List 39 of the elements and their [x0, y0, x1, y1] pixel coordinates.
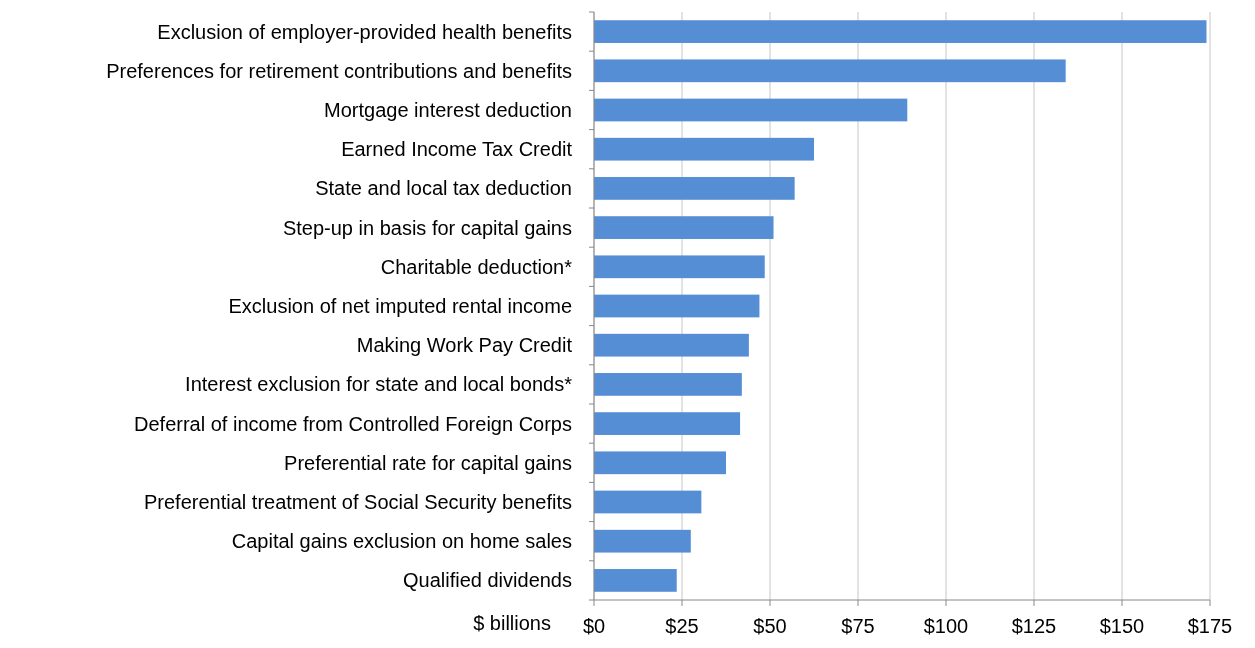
x-tick-label: $50 — [753, 615, 787, 637]
y-tick-label: Charitable deduction* — [380, 255, 573, 278]
bar — [594, 412, 741, 435]
y-tick-label: Interest exclusion for state and local bonds* — [185, 373, 573, 396]
y-tick-label: Preferential treatment of Social Security benefits — [144, 491, 572, 513]
y-tick-label: Earned Income Tax Credit — [341, 138, 573, 161]
bar — [594, 333, 749, 357]
bar — [594, 294, 760, 318]
y-tick-label: Mortgage interest deduction — [324, 99, 572, 121]
y-tick-label: Making Work Pay Credit — [356, 334, 573, 357]
y-tick-label: Exclusion of net imputed rental income — [228, 295, 572, 317]
bar — [594, 216, 774, 239]
x-tick-label: $75 — [841, 615, 875, 637]
x-tick-label: $100 — [923, 615, 969, 637]
bar — [594, 451, 726, 475]
y-tick-label: Deferral of income from Controlled Foreign Corps — [134, 412, 572, 435]
x-tick-label: $150 — [1099, 615, 1145, 637]
bar — [594, 529, 691, 553]
x-tick-label: $25 — [665, 615, 699, 637]
bar — [594, 59, 1066, 83]
bar — [594, 177, 795, 200]
x-tick-label: $0 — [582, 615, 606, 637]
y-tick-label: Capital gains exclusion on home sales — [231, 530, 572, 553]
y-tick-label: Qualified dividends — [403, 569, 572, 592]
y-tick-label: Preferential rate for capital gains — [284, 451, 572, 474]
y-tick-label: State and local tax deduction — [315, 177, 572, 200]
y-tick-label: Preferences for retirement contributions and benefits — [106, 59, 572, 82]
bar — [594, 137, 814, 161]
bar — [594, 569, 677, 592]
bar — [594, 20, 1207, 43]
x-axis-title: $ billions — [473, 612, 551, 634]
bar — [594, 255, 765, 279]
y-tick-label: Exclusion of employer-provided health benefits — [157, 20, 572, 43]
x-tick-label: $175 — [1187, 615, 1233, 637]
bar — [594, 373, 742, 396]
bar — [594, 98, 908, 122]
bar — [594, 490, 702, 514]
y-tick-label: Step-up in basis for capital gains — [282, 216, 572, 239]
x-tick-label: $125 — [1011, 615, 1057, 637]
